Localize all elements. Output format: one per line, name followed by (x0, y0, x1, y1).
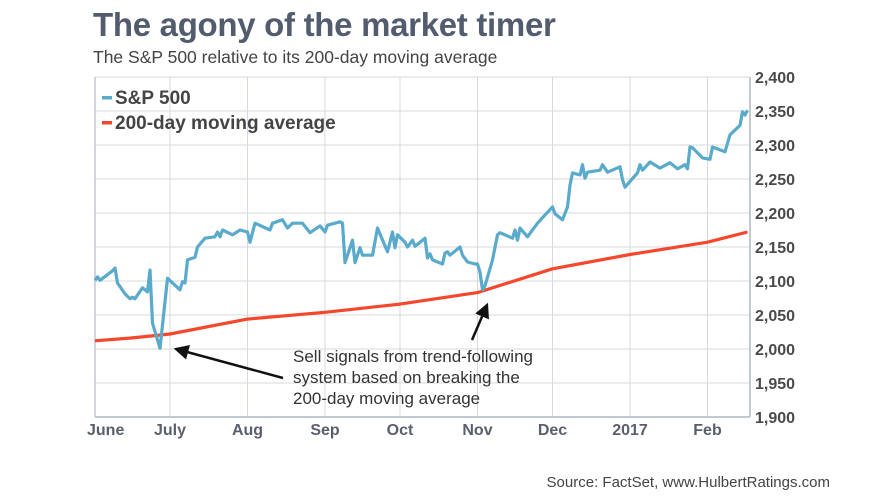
x-tick-label: 2017 (612, 422, 648, 439)
annotation-line-1: Sell signals from trend-following (293, 347, 533, 366)
annotation-line-2: system based on breaking the (293, 368, 520, 387)
source-note: Source: FactSet, www.HulbertRatings.com (546, 474, 830, 491)
annotation-arrow-june (173, 345, 284, 380)
y-tick-label: 2,300 (755, 138, 795, 155)
gridlines (94, 76, 751, 418)
x-tick-label: Feb (693, 422, 722, 439)
sp500-line (93, 109, 749, 350)
x-tick-label: Dec (538, 422, 567, 439)
x-tick-label: Oct (387, 422, 414, 439)
moving-average-line (94, 230, 748, 343)
y-tick-label: 2,100 (755, 274, 795, 291)
annotation-line-3: 200-day moving average (293, 389, 480, 408)
tick-labels: 2,400 2,350 2,300 2,250 2,200 2,150 2,100 2,050… (87, 70, 795, 439)
x-tick-label: June (87, 422, 124, 439)
legend-label-sp500: S&P 500 (115, 88, 191, 109)
y-tick-label: 1,950 (755, 376, 795, 393)
chart-title: The agony of the market timer (93, 6, 556, 43)
chart-subtitle: The S&P 500 relative to its 200-day movi… (93, 47, 498, 67)
x-tick-label: Nov (462, 422, 492, 439)
y-tick-label: 1,900 (755, 410, 795, 427)
x-tick-label: Aug (232, 422, 263, 439)
y-tick-label: 2,150 (755, 240, 795, 257)
y-tick-label: 2,200 (755, 206, 795, 223)
legend-label-ma: 200-day moving average (115, 113, 336, 134)
legend-swatch-sp500 (102, 96, 112, 100)
annotation: Sell signals from trend-following system… (173, 302, 533, 408)
x-tick-label: July (154, 422, 186, 439)
y-tick-label: 2,400 (755, 70, 795, 87)
legend-swatch-ma (102, 121, 112, 125)
annotation-arrow-nov (470, 302, 489, 341)
y-tick-label: 2,350 (755, 104, 795, 121)
legend: S&P 500 200-day moving average (102, 88, 336, 134)
y-tick-label: 2,000 (755, 342, 795, 359)
y-tick-label: 2,250 (755, 172, 795, 189)
x-tick-label: Sep (310, 422, 340, 439)
y-tick-label: 2,050 (755, 308, 795, 325)
series-lines (93, 109, 749, 350)
